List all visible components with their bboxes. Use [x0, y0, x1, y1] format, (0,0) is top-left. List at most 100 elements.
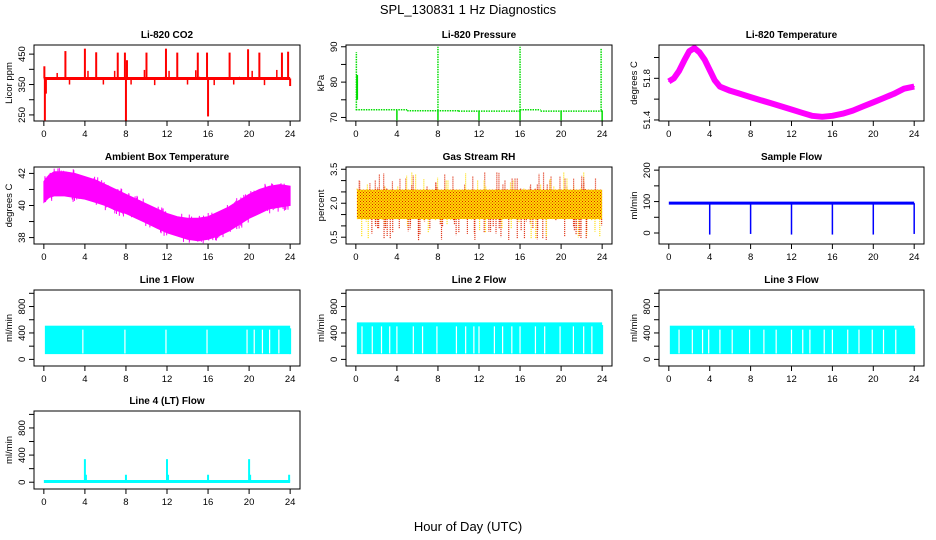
- x-tick-label: 0: [353, 252, 358, 263]
- series-band: [356, 189, 603, 220]
- y-tick-label: 0: [329, 357, 340, 362]
- x-tick-label: 0: [41, 497, 46, 508]
- y-tick-label: 0.5: [329, 231, 340, 244]
- y-tick-label: 400: [329, 325, 340, 341]
- plot-area: [43, 48, 292, 121]
- plot-area: [669, 325, 916, 355]
- x-tick-label: 4: [82, 252, 87, 263]
- x-tick-label: 16: [203, 497, 214, 508]
- panel-title: Line 1 Flow: [140, 275, 195, 286]
- y-tick-label: 0: [17, 357, 28, 362]
- x-tick-label: 24: [597, 129, 608, 140]
- x-tick-label: 20: [244, 497, 255, 508]
- x-tick-label: 24: [597, 374, 608, 385]
- y-tick-label: 450: [17, 46, 28, 62]
- figure-x-axis-label: Hour of Day (UTC): [414, 519, 522, 534]
- plot-area: [43, 459, 291, 484]
- x-tick-label: 8: [435, 252, 440, 263]
- x-tick-label: 8: [748, 252, 753, 263]
- data-point: [882, 97, 885, 99]
- x-tick-label: 20: [868, 252, 879, 263]
- x-tick-label: 12: [474, 374, 485, 385]
- data-point: [893, 93, 895, 95]
- x-tick-label: 16: [203, 252, 214, 263]
- x-tick-label: 4: [394, 374, 399, 385]
- x-tick-label: 0: [41, 252, 46, 263]
- y-axis-label: percent: [316, 189, 327, 221]
- data-point: [913, 86, 915, 88]
- panel-title: Li-820 CO2: [141, 30, 194, 41]
- data-point: [678, 70, 680, 72]
- y-tick-label: 800: [17, 420, 28, 436]
- x-tick-label: 12: [474, 252, 485, 263]
- y-tick-label: 800: [17, 299, 28, 315]
- x-tick-label: 20: [244, 374, 255, 385]
- data-point: [709, 69, 711, 71]
- data-point: [703, 58, 706, 61]
- data-point: [872, 101, 874, 103]
- series-band: [44, 325, 291, 355]
- x-tick-label: 24: [909, 252, 920, 263]
- x-tick-label: 0: [353, 129, 358, 140]
- x-tick-label: 0: [666, 252, 671, 263]
- y-tick-label: 0: [17, 480, 28, 485]
- panel-li820_temp: Li-820 Temperature 0 4 8 12 16 20 24 51.4 51.8deg…: [629, 30, 925, 140]
- y-tick-label: 100: [642, 194, 653, 210]
- data-point: [811, 115, 813, 117]
- series-line: [667, 45, 915, 120]
- y-tick-label: 400: [642, 325, 653, 341]
- panel-title: Gas Stream RH: [443, 152, 516, 163]
- x-tick-label: 24: [909, 129, 920, 140]
- x-tick-label: 16: [203, 374, 214, 385]
- x-tick-label: 8: [123, 497, 128, 508]
- y-tick-label: 90: [329, 41, 340, 52]
- plot-area: [43, 168, 291, 244]
- plot-area: [668, 201, 915, 235]
- data-point: [750, 96, 752, 98]
- panel-title: Line 2 Flow: [452, 275, 507, 286]
- data-point: [821, 116, 823, 118]
- x-tick-label: 0: [666, 374, 671, 385]
- y-axis-label: degrees C: [629, 61, 640, 105]
- x-tick-label: 20: [868, 374, 879, 385]
- panel-title: Li-820 Temperature: [746, 30, 838, 41]
- y-tick-label: 400: [17, 447, 28, 463]
- data-point: [852, 109, 854, 112]
- x-tick-label: 20: [244, 129, 255, 140]
- y-tick-label: 42: [17, 168, 28, 179]
- y-axis-label: ml/min: [4, 314, 15, 342]
- data-point: [719, 86, 721, 88]
- x-tick-label: 20: [556, 129, 567, 140]
- y-axis-label: ml/min: [629, 314, 640, 342]
- x-tick-label: 12: [786, 252, 797, 263]
- x-tick-label: 4: [82, 497, 87, 508]
- plot-area: [44, 325, 292, 355]
- x-tick-label: 0: [353, 374, 358, 385]
- x-tick-label: 12: [162, 252, 173, 263]
- data-point: [668, 80, 670, 83]
- y-tick-label: 350: [17, 77, 28, 93]
- x-tick-label: 0: [666, 129, 671, 140]
- x-tick-label: 4: [82, 374, 87, 385]
- y-tick-label: 80: [329, 77, 340, 88]
- plot-area: [667, 45, 915, 120]
- series-band: [43, 171, 291, 242]
- data-point: [693, 47, 695, 49]
- panel-sample_flow: Sample Flow 0 4 8 12 16 20 24 0 100 200 ml/min: [629, 152, 925, 263]
- y-axis-label: ml/min: [629, 192, 640, 220]
- data-point: [683, 60, 685, 62]
- x-tick-label: 12: [786, 374, 797, 385]
- series-tail: [289, 328, 292, 355]
- plot-area: [356, 171, 603, 241]
- data-point: [698, 51, 701, 53]
- data-point: [673, 77, 675, 79]
- x-tick-label: 24: [597, 252, 608, 263]
- data-point: [780, 105, 782, 108]
- x-tick-label: 12: [162, 497, 173, 508]
- y-tick-label: 0: [642, 357, 653, 362]
